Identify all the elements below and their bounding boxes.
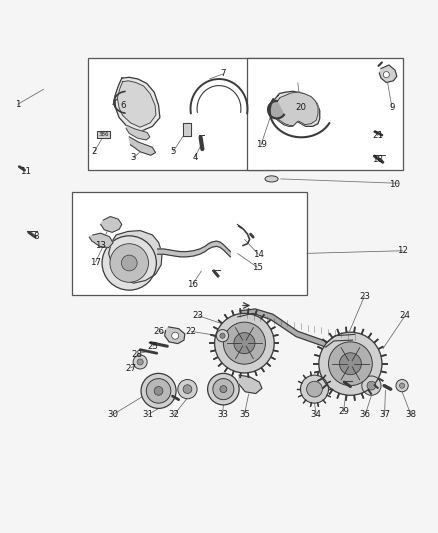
Text: 24: 24 bbox=[399, 311, 411, 320]
Text: 5: 5 bbox=[170, 147, 176, 156]
Circle shape bbox=[102, 236, 156, 290]
Text: 28: 28 bbox=[131, 350, 142, 359]
Circle shape bbox=[362, 376, 381, 395]
Text: 18: 18 bbox=[372, 155, 383, 164]
Circle shape bbox=[328, 342, 372, 386]
FancyBboxPatch shape bbox=[88, 59, 280, 170]
FancyBboxPatch shape bbox=[72, 192, 307, 295]
Polygon shape bbox=[109, 231, 162, 283]
Text: 25: 25 bbox=[147, 342, 158, 351]
Text: 35: 35 bbox=[239, 410, 250, 419]
Polygon shape bbox=[115, 77, 160, 132]
Text: 32: 32 bbox=[169, 410, 180, 419]
Polygon shape bbox=[238, 309, 355, 347]
Circle shape bbox=[234, 333, 255, 354]
Circle shape bbox=[300, 375, 328, 403]
Text: 2: 2 bbox=[92, 147, 97, 156]
Text: 34: 34 bbox=[311, 410, 322, 419]
Text: 10: 10 bbox=[389, 180, 400, 189]
Text: 19: 19 bbox=[256, 140, 266, 149]
Text: 8: 8 bbox=[33, 232, 39, 241]
Text: 1: 1 bbox=[15, 100, 20, 109]
Polygon shape bbox=[165, 327, 185, 344]
Circle shape bbox=[110, 244, 148, 282]
Circle shape bbox=[216, 329, 229, 342]
Text: 14: 14 bbox=[253, 250, 264, 259]
Text: 11: 11 bbox=[20, 166, 31, 175]
Text: 6: 6 bbox=[120, 101, 125, 110]
Polygon shape bbox=[274, 92, 318, 125]
Text: 16: 16 bbox=[187, 279, 198, 288]
Text: 23: 23 bbox=[192, 311, 204, 320]
Circle shape bbox=[172, 332, 179, 339]
Polygon shape bbox=[272, 91, 320, 126]
Circle shape bbox=[146, 378, 171, 403]
Polygon shape bbox=[101, 216, 122, 232]
Polygon shape bbox=[117, 81, 156, 127]
Text: 17: 17 bbox=[90, 257, 101, 266]
Text: 33: 33 bbox=[217, 410, 228, 419]
Text: 37: 37 bbox=[379, 410, 390, 419]
Text: 7: 7 bbox=[221, 69, 226, 78]
Circle shape bbox=[137, 359, 143, 365]
Text: 30: 30 bbox=[107, 410, 119, 419]
Text: 386: 386 bbox=[99, 132, 109, 137]
Text: 13: 13 bbox=[95, 241, 106, 250]
Text: 12: 12 bbox=[397, 246, 409, 255]
Ellipse shape bbox=[265, 176, 278, 182]
FancyBboxPatch shape bbox=[247, 59, 403, 170]
Circle shape bbox=[154, 386, 163, 395]
Polygon shape bbox=[89, 233, 113, 248]
Circle shape bbox=[133, 355, 147, 369]
Text: 36: 36 bbox=[360, 410, 371, 419]
Text: 15: 15 bbox=[252, 263, 263, 272]
Circle shape bbox=[121, 255, 137, 271]
Text: 29: 29 bbox=[338, 407, 349, 416]
Circle shape bbox=[319, 332, 382, 395]
Polygon shape bbox=[268, 101, 284, 118]
Circle shape bbox=[307, 381, 322, 397]
Text: 20: 20 bbox=[295, 103, 306, 112]
Circle shape bbox=[220, 386, 227, 393]
Circle shape bbox=[141, 374, 176, 408]
Polygon shape bbox=[126, 125, 150, 140]
Polygon shape bbox=[129, 137, 155, 155]
Bar bbox=[97, 131, 110, 138]
Text: 4: 4 bbox=[192, 152, 198, 161]
Text: 38: 38 bbox=[405, 410, 417, 419]
Circle shape bbox=[383, 71, 389, 78]
Text: 3: 3 bbox=[131, 154, 136, 163]
Polygon shape bbox=[158, 241, 230, 257]
Circle shape bbox=[396, 379, 408, 392]
Bar bbox=[183, 123, 191, 136]
Circle shape bbox=[339, 353, 361, 375]
Circle shape bbox=[399, 383, 405, 388]
Circle shape bbox=[215, 313, 274, 373]
Polygon shape bbox=[239, 375, 262, 393]
Circle shape bbox=[220, 333, 225, 338]
Text: 27: 27 bbox=[125, 364, 136, 373]
Circle shape bbox=[183, 385, 192, 393]
Circle shape bbox=[223, 322, 265, 364]
Text: 26: 26 bbox=[153, 327, 164, 336]
Circle shape bbox=[208, 374, 239, 405]
Circle shape bbox=[213, 378, 234, 400]
Text: 9: 9 bbox=[389, 103, 395, 112]
Circle shape bbox=[178, 379, 197, 399]
Text: 22: 22 bbox=[185, 327, 197, 336]
Polygon shape bbox=[379, 65, 397, 83]
Text: 21: 21 bbox=[372, 132, 383, 141]
Circle shape bbox=[367, 381, 376, 390]
Text: 23: 23 bbox=[359, 292, 370, 301]
Text: 31: 31 bbox=[142, 410, 154, 419]
